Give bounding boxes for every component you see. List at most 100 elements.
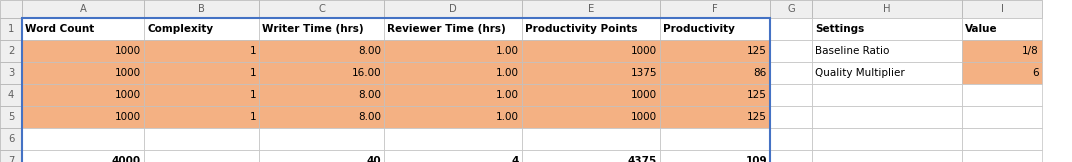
Bar	[660, 106, 770, 128]
Bar	[384, 84, 522, 106]
Bar	[0, 150, 23, 162]
Text: 7: 7	[8, 156, 14, 162]
Bar	[259, 128, 384, 150]
Bar	[259, 150, 384, 162]
Text: 1000: 1000	[631, 90, 657, 100]
Text: Quality Multiplier: Quality Multiplier	[815, 68, 905, 78]
Text: 4: 4	[8, 90, 14, 100]
Bar	[259, 0, 384, 18]
Bar	[522, 84, 660, 106]
Text: 1: 1	[250, 90, 256, 100]
Text: 125: 125	[747, 90, 766, 100]
Bar	[812, 0, 962, 18]
Bar	[962, 106, 1042, 128]
Bar	[23, 18, 144, 40]
Text: 1: 1	[8, 24, 14, 34]
Text: D: D	[449, 4, 457, 14]
Bar	[660, 84, 770, 106]
Bar	[144, 106, 259, 128]
Bar	[0, 0, 23, 18]
Text: 86: 86	[754, 68, 766, 78]
Bar	[23, 150, 144, 162]
Bar	[660, 128, 770, 150]
Bar	[770, 84, 812, 106]
Bar	[384, 0, 522, 18]
Bar	[384, 128, 522, 150]
Bar	[770, 150, 812, 162]
Bar	[812, 62, 962, 84]
Text: 4000: 4000	[111, 156, 142, 162]
Bar	[770, 18, 812, 40]
Text: 109: 109	[745, 156, 766, 162]
Bar	[23, 106, 144, 128]
Bar	[259, 106, 384, 128]
Bar	[522, 150, 660, 162]
Text: 125: 125	[747, 112, 766, 122]
Bar	[144, 84, 259, 106]
Text: 16.00: 16.00	[352, 68, 381, 78]
Text: G: G	[787, 4, 794, 14]
Text: 1000: 1000	[115, 46, 142, 56]
Text: 1000: 1000	[631, 112, 657, 122]
Text: Complexity: Complexity	[147, 24, 213, 34]
Bar	[812, 128, 962, 150]
Bar	[144, 128, 259, 150]
Bar	[812, 150, 962, 162]
Text: E: E	[587, 4, 594, 14]
Bar	[962, 150, 1042, 162]
Text: 2: 2	[8, 46, 14, 56]
Text: 1000: 1000	[115, 68, 142, 78]
Text: 1.00: 1.00	[496, 68, 519, 78]
Text: Word Count: Word Count	[25, 24, 94, 34]
Bar	[812, 40, 962, 62]
Bar	[812, 18, 962, 40]
Text: Baseline Ratio: Baseline Ratio	[815, 46, 890, 56]
Bar	[384, 150, 522, 162]
Bar	[522, 62, 660, 84]
Text: 40: 40	[367, 156, 381, 162]
Bar	[660, 62, 770, 84]
Bar	[770, 62, 812, 84]
Bar	[660, 18, 770, 40]
Bar	[962, 0, 1042, 18]
Text: I: I	[1000, 4, 1003, 14]
Bar	[522, 106, 660, 128]
Bar	[522, 0, 660, 18]
Bar	[259, 40, 384, 62]
Text: Reviewer Time (hrs): Reviewer Time (hrs)	[387, 24, 506, 34]
Bar	[962, 62, 1042, 84]
Text: 125: 125	[747, 46, 766, 56]
Bar	[144, 18, 259, 40]
Text: 5: 5	[8, 112, 14, 122]
Text: Value: Value	[965, 24, 998, 34]
Bar	[384, 18, 522, 40]
Text: 6: 6	[1032, 68, 1039, 78]
Text: Productivity: Productivity	[662, 24, 735, 34]
Bar	[259, 62, 384, 84]
Bar	[384, 62, 522, 84]
Bar	[0, 18, 23, 40]
Bar	[812, 84, 962, 106]
Text: 1: 1	[250, 112, 256, 122]
Bar	[660, 40, 770, 62]
Bar	[23, 18, 770, 162]
Text: 1000: 1000	[115, 90, 142, 100]
Bar	[144, 62, 259, 84]
Bar	[770, 128, 812, 150]
Bar	[0, 128, 23, 150]
Bar	[660, 0, 770, 18]
Bar	[23, 62, 144, 84]
Bar	[0, 40, 23, 62]
Bar	[144, 40, 259, 62]
Bar	[0, 106, 23, 128]
Text: 1.00: 1.00	[496, 90, 519, 100]
Bar	[770, 106, 812, 128]
Bar	[962, 128, 1042, 150]
Text: A: A	[79, 4, 87, 14]
Text: 1000: 1000	[631, 46, 657, 56]
Bar	[23, 84, 144, 106]
Bar	[522, 128, 660, 150]
Bar	[144, 150, 259, 162]
Bar	[522, 40, 660, 62]
Text: 1.00: 1.00	[496, 46, 519, 56]
